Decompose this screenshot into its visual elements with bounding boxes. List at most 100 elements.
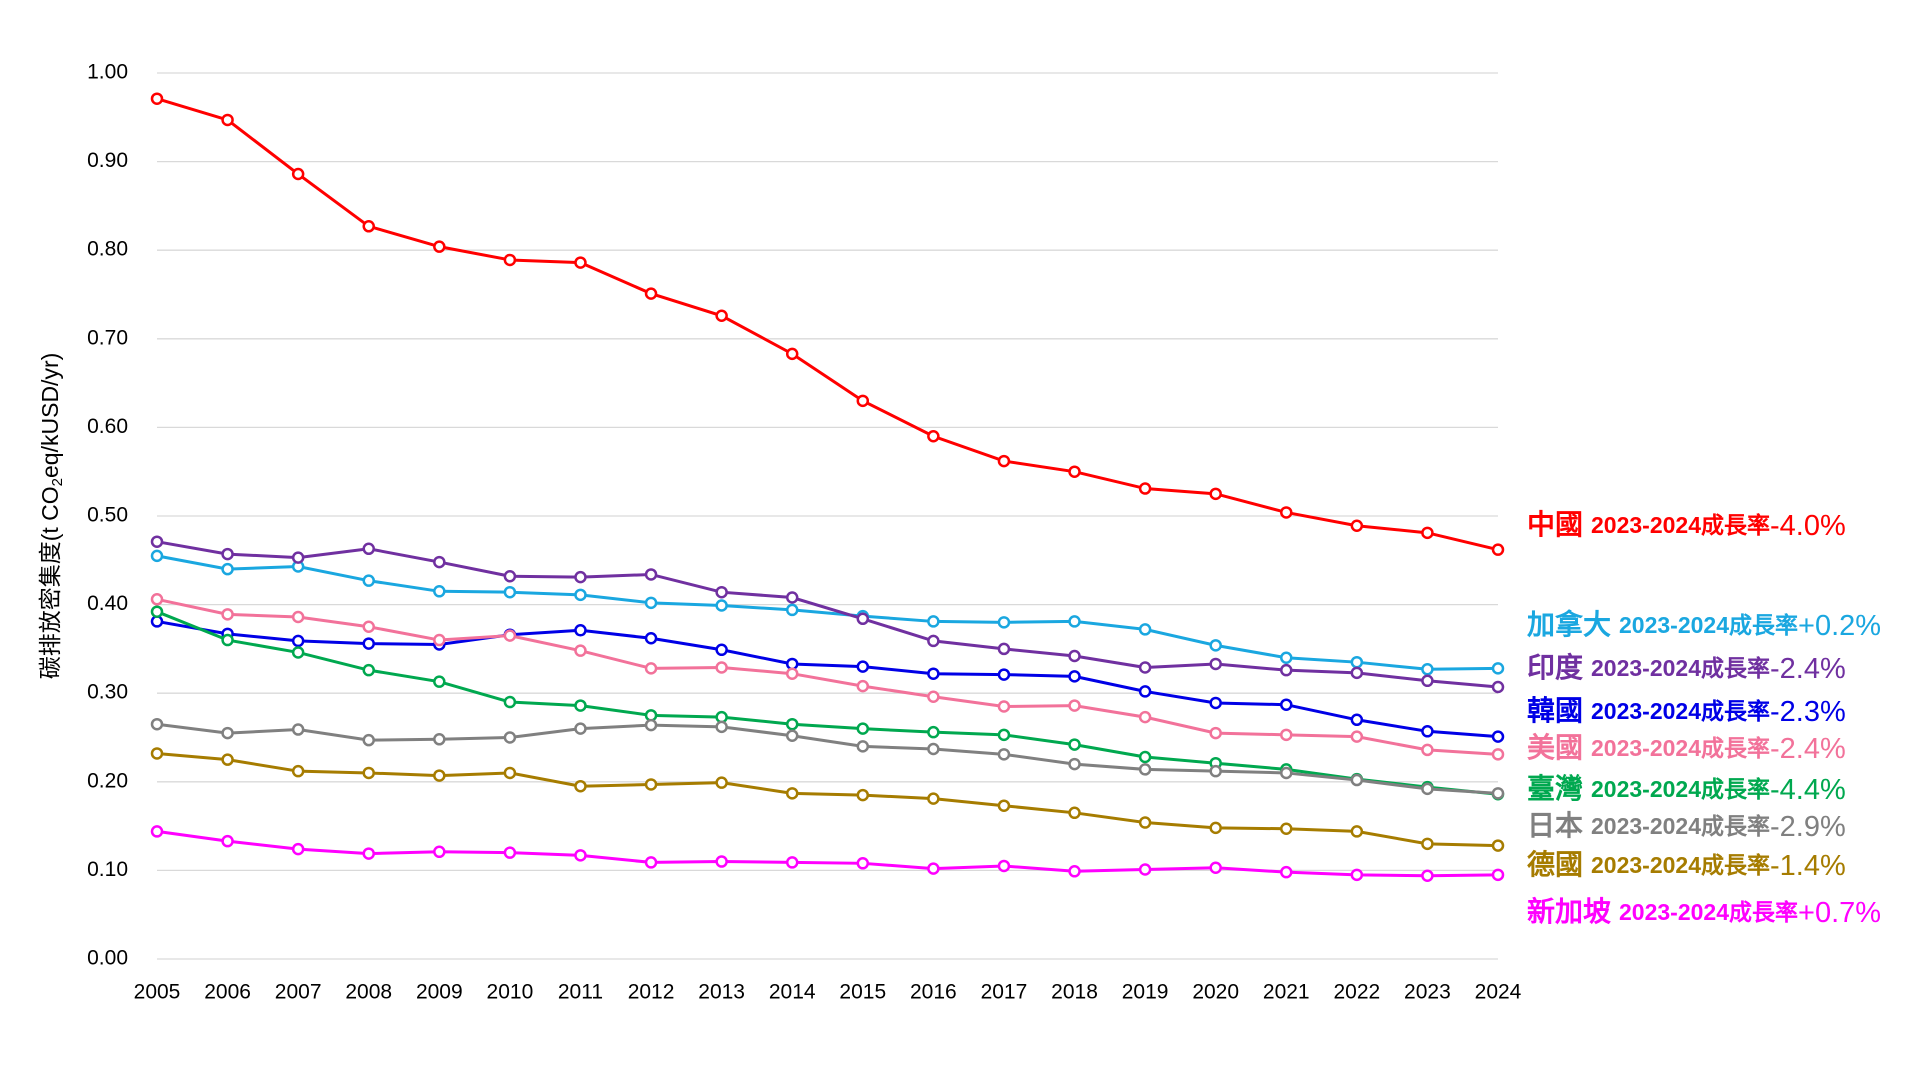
x-tick-label: 2020 <box>1192 981 1239 1004</box>
data-point <box>433 733 446 746</box>
data-point <box>1280 698 1293 711</box>
data-point <box>574 624 587 637</box>
data-point <box>150 717 164 731</box>
data-point <box>927 615 940 628</box>
y-label-part: eq/kUSD/yr) <box>37 353 63 478</box>
data-point <box>1138 816 1152 829</box>
data-point <box>715 585 728 599</box>
data-point <box>150 535 164 548</box>
data-point <box>927 667 940 680</box>
y-label-part: 碳排放密集度(t CO <box>37 486 63 679</box>
data-point <box>574 722 587 735</box>
data-point <box>150 825 164 838</box>
data-point <box>856 857 870 870</box>
x-tick-label: 2014 <box>769 981 816 1004</box>
growth-label: 2023-2024成長率 <box>1591 655 1770 681</box>
data-point <box>715 309 728 323</box>
data-point <box>291 842 305 856</box>
growth-rate: -2.4% <box>1770 653 1846 685</box>
data-point <box>927 792 940 805</box>
data-point <box>785 347 799 361</box>
data-point <box>362 220 375 233</box>
growth-label: 2023-2024成長率 <box>1591 512 1770 538</box>
series-line <box>156 610 1499 796</box>
growth-rate: -2.4% <box>1770 733 1846 765</box>
data-point <box>856 788 870 802</box>
growth-label: 2023-2024成長率 <box>1591 698 1770 724</box>
data-point <box>362 620 375 633</box>
x-tick-label: 2019 <box>1122 981 1169 1004</box>
y-tick-label: 0.00 <box>87 947 128 970</box>
data-point <box>785 787 799 800</box>
data-point <box>433 240 446 253</box>
data-point <box>1068 757 1081 771</box>
data-point <box>1280 822 1293 836</box>
y-tick-label: 0.50 <box>87 504 128 527</box>
growth-label: 2023-2024成長率 <box>1619 612 1798 638</box>
data-point <box>1138 710 1152 724</box>
x-tick-label: 2022 <box>1333 981 1380 1004</box>
data-point <box>503 695 517 709</box>
data-point <box>997 748 1011 761</box>
y-tick-label: 0.90 <box>87 149 128 172</box>
data-point <box>1350 666 1364 680</box>
data-point <box>856 612 870 626</box>
series-name: 美國 <box>1527 732 1583 763</box>
data-point <box>997 728 1011 742</box>
data-point <box>433 675 446 688</box>
data-point <box>856 394 870 408</box>
data-point <box>1138 482 1152 495</box>
data-point <box>1209 487 1222 501</box>
data-point <box>1209 764 1222 778</box>
data-point <box>1491 787 1505 800</box>
data-point <box>1138 763 1152 776</box>
series-line <box>156 619 1499 739</box>
data-point <box>1491 543 1505 556</box>
data-point <box>433 845 446 859</box>
y-axis-label: 碳排放密集度(t CO2eq/kUSD/yr) <box>37 353 66 680</box>
data-point <box>503 766 517 780</box>
data-point <box>221 726 234 740</box>
data-point <box>644 662 658 675</box>
data-point <box>644 778 658 791</box>
data-point <box>856 740 870 753</box>
data-point <box>503 629 517 642</box>
x-tick-label: 2010 <box>487 981 534 1004</box>
growth-label: 2023-2024成長率 <box>1591 852 1770 878</box>
data-point <box>503 253 517 267</box>
data-point <box>1138 750 1152 764</box>
data-point <box>1491 748 1505 761</box>
y-tick-label: 0.60 <box>87 415 128 438</box>
data-point <box>221 562 234 576</box>
series-label: 印度 2023-2024成長率-2.4% <box>1527 652 1846 684</box>
x-tick-label: 2012 <box>628 981 675 1004</box>
data-point <box>1280 865 1293 879</box>
data-point <box>433 555 446 569</box>
data-point <box>644 568 658 581</box>
data-point <box>1280 651 1293 665</box>
data-point <box>574 779 587 793</box>
series-label: 韓國 2023-2024成長率-2.3% <box>1527 695 1846 727</box>
data-point <box>644 287 658 300</box>
data-point <box>1350 730 1364 743</box>
y-tick-label: 0.20 <box>87 769 128 792</box>
data-point <box>150 747 164 760</box>
data-point <box>1209 821 1222 835</box>
data-point <box>927 725 940 739</box>
y-tick-label: 0.30 <box>87 681 128 704</box>
x-tick-label: 2008 <box>345 981 392 1004</box>
x-tick-label: 2011 <box>558 981 603 1004</box>
data-point <box>1421 782 1434 796</box>
data-point <box>997 668 1011 681</box>
data-point <box>1421 674 1434 688</box>
data-point <box>715 661 728 674</box>
series-label: 臺灣 2023-2024成長率-4.4% <box>1527 773 1846 805</box>
data-point <box>362 542 375 556</box>
data-point <box>291 723 305 736</box>
data-point <box>785 856 799 869</box>
data-point <box>1491 868 1505 882</box>
data-point <box>1280 728 1293 742</box>
data-point <box>150 593 164 606</box>
data-point <box>644 632 658 645</box>
data-point <box>785 717 799 731</box>
